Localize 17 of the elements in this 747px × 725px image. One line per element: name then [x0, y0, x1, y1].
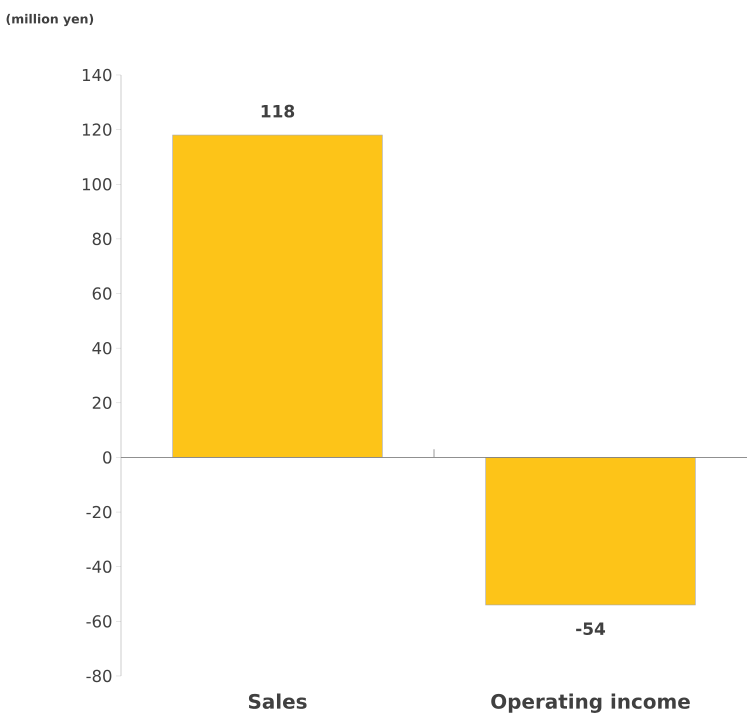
y-tick-label: 40 — [92, 342, 112, 354]
y-tick-label: -20 — [86, 506, 112, 518]
data-label: 118 — [262, 104, 294, 118]
y-tick-label: 0 — [103, 451, 112, 464]
y-tick-label: 20 — [92, 396, 112, 410]
x-tick-label: Operating income — [491, 694, 690, 713]
y-tick-label: -40 — [86, 560, 112, 573]
y-tick-label: -80 — [86, 670, 112, 682]
y-axis-title: (million yen) — [6, 14, 94, 26]
y-tick-label: 140 — [82, 68, 112, 82]
y-tick-label: 100 — [82, 178, 112, 190]
y-tick-label: -60 — [86, 615, 112, 628]
y-tick-label: 60 — [92, 287, 112, 300]
x-tick-label: Sales — [248, 694, 307, 709]
data-label: -54 — [576, 622, 606, 636]
y-tick-label: 120 — [82, 123, 112, 136]
y-tick-label: 80 — [92, 232, 112, 246]
